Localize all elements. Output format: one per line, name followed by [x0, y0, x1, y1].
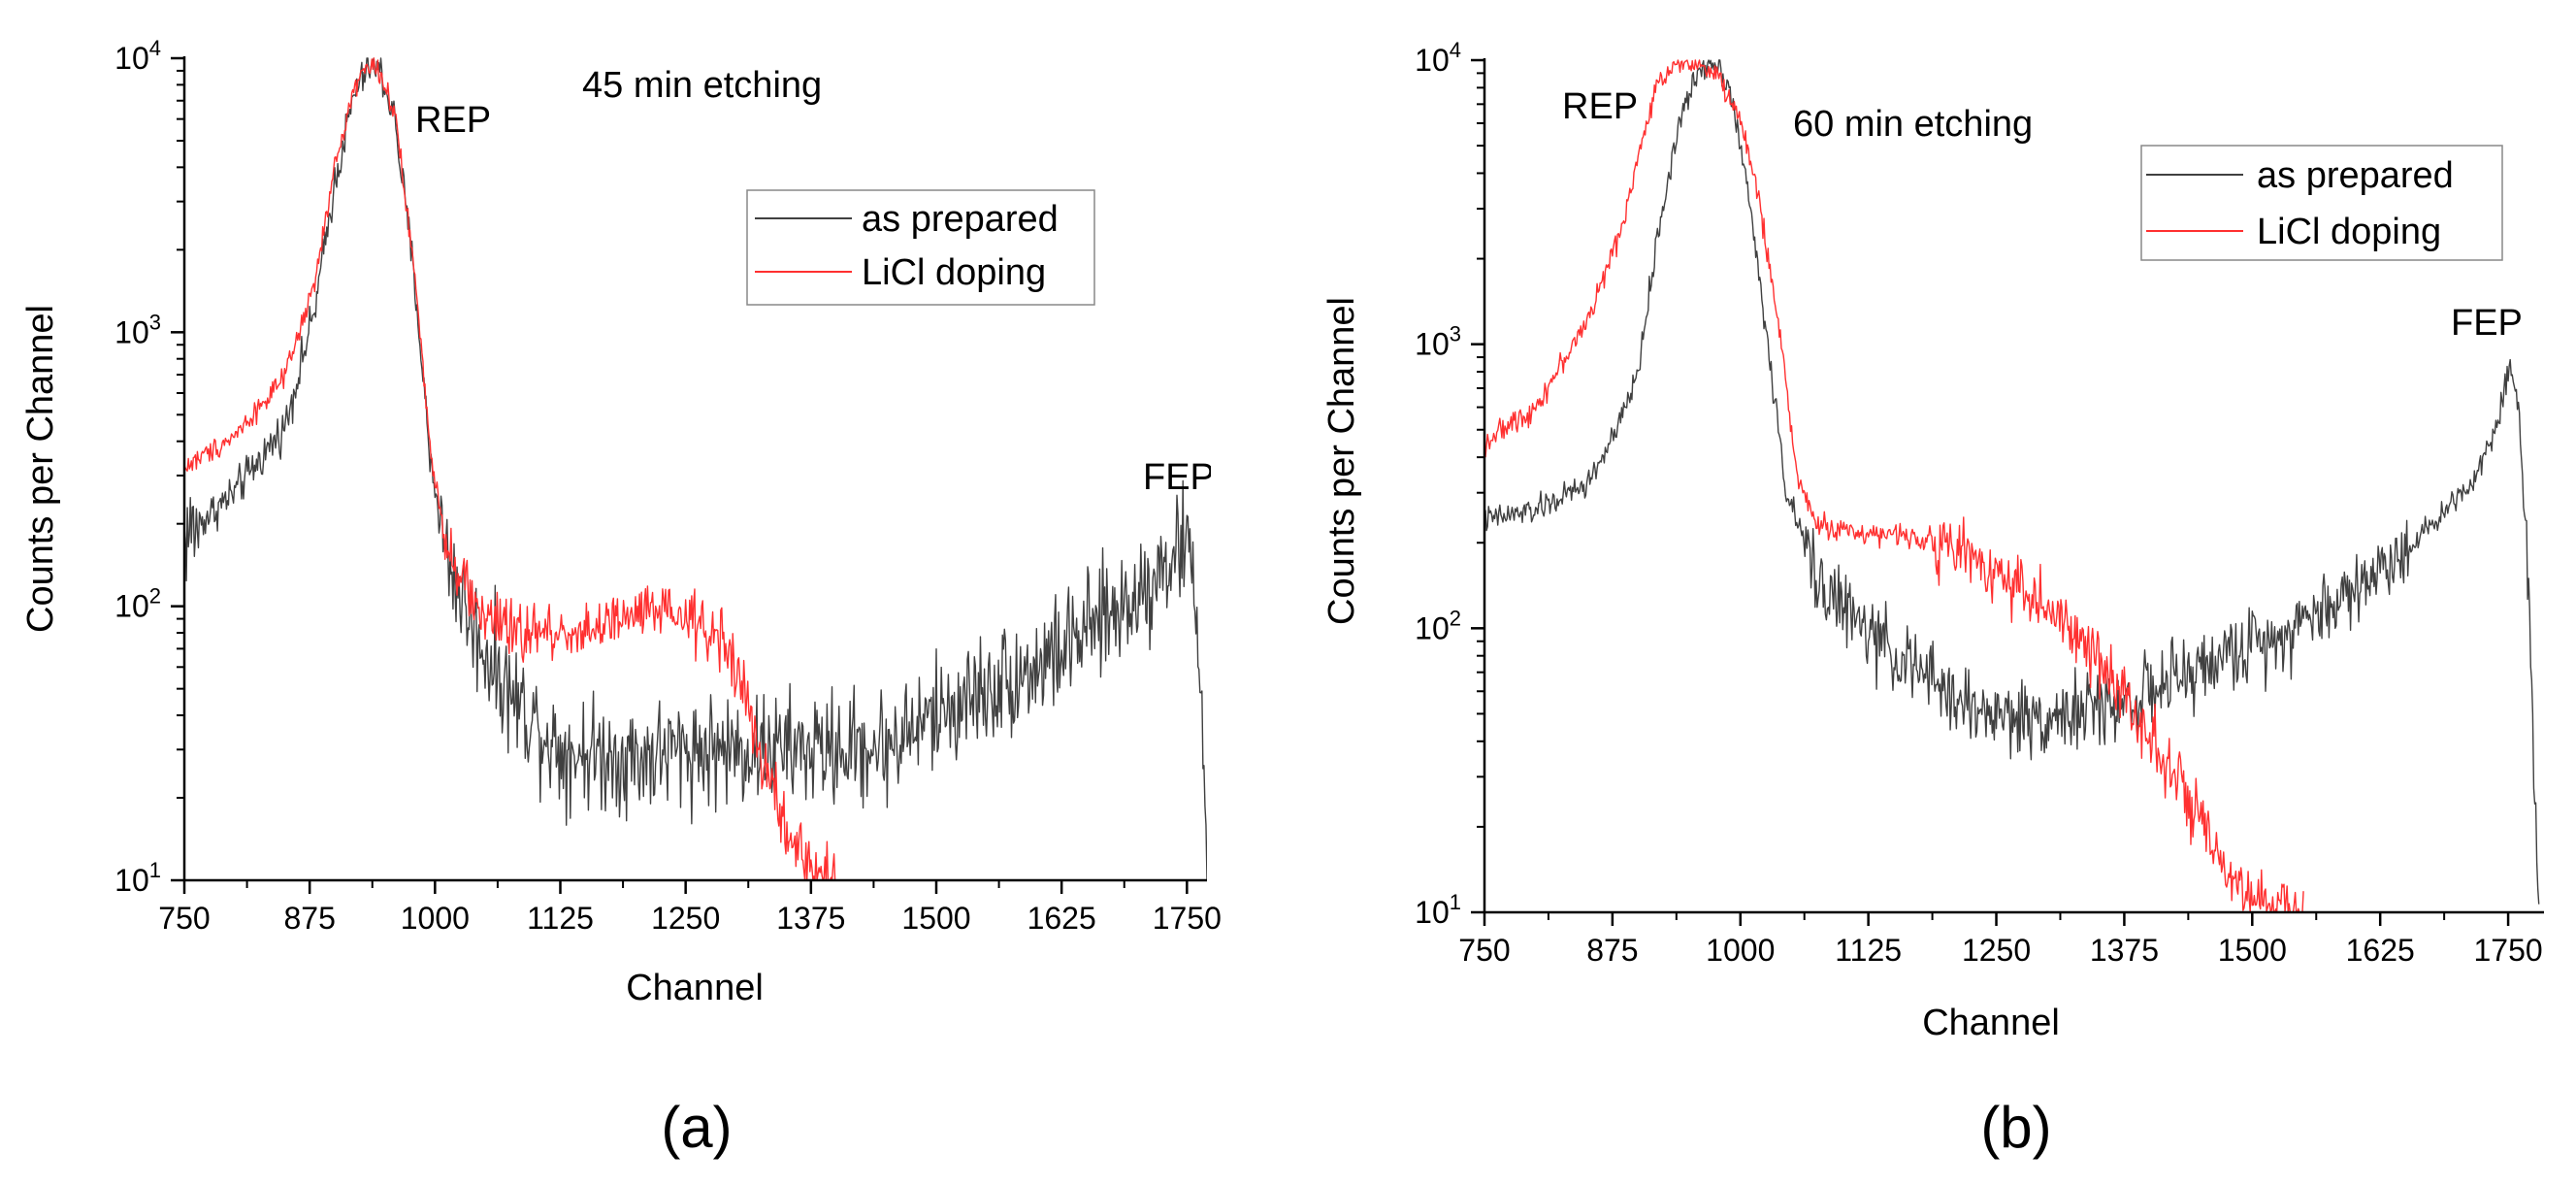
plot-area-a	[184, 57, 1207, 880]
peak-label-rep-a: REP	[415, 100, 491, 141]
x-tick-label-750-a: 750	[158, 901, 210, 936]
legend-box-a	[746, 189, 1095, 306]
legend-a: as prepared LiCl doping	[746, 189, 1095, 306]
axes-b: 750 875 1000 1125 1250 1375 1500 1625 1750 101 102…	[1415, 38, 2544, 968]
y-tick-label-1e4-b: 104	[1415, 38, 1461, 78]
x-axis-title-b: Channel	[1922, 1003, 2060, 1043]
legend-label-licl-doping-a: LiCl doping	[862, 252, 1046, 293]
y-tick-label-1e1-a: 101	[114, 858, 161, 898]
y-tick-label-1e2-a: 102	[114, 584, 161, 624]
x-tick-label-875-b: 875	[1586, 933, 1638, 968]
x-tick-label-750-b: 750	[1458, 933, 1510, 968]
x-tick-label-875-a: 875	[283, 901, 335, 936]
peak-label-rep-b: REP	[1562, 86, 1638, 127]
panel-caption-b: (b)	[1980, 1095, 2051, 1160]
x-tick-label-1250-b: 1250	[1962, 933, 2031, 968]
series-line-licl-doping-b	[1484, 59, 2304, 912]
legend-b: as prepared LiCl doping	[2140, 145, 2503, 261]
x-tick-label-1625-a: 1625	[1027, 901, 1096, 936]
peak-label-fep-a: FEP	[1143, 457, 1215, 498]
x-tick-label-1750-b: 1750	[2473, 933, 2542, 968]
annotation-etching-b: 60 min etching	[1793, 104, 2033, 145]
peak-label-fep-a-clip: FEP	[1143, 457, 1215, 498]
y-tick-label-1e1-b: 101	[1415, 890, 1461, 930]
x-tick-label-1625-b: 1625	[2346, 933, 2415, 968]
x-tick-label-1500-b: 1500	[2218, 933, 2287, 968]
x-tick-label-1375-a: 1375	[776, 901, 845, 936]
chart-panel-b: 750 875 1000 1125 1250 1375 1500 1625 1750 101 102…	[1321, 38, 2544, 1160]
peak-label-fep-b: FEP	[2451, 303, 2523, 344]
x-tick-label-1500-a: 1500	[901, 901, 970, 936]
x-tick-label-1125-a: 1125	[527, 901, 594, 936]
y-tick-label-1e4-a: 104	[114, 36, 161, 76]
x-tick-label-1125-b: 1125	[1835, 933, 1902, 968]
y-tick-label-1e3-b: 103	[1415, 322, 1461, 362]
plot-area-b	[1484, 59, 2540, 912]
x-tick-label-1750-a: 1750	[1153, 901, 1222, 936]
y-tick-label-1e3-a: 103	[114, 310, 161, 349]
series-line-licl-doping-a	[184, 57, 836, 880]
y-axis-title-b: Counts per Channel	[1321, 297, 1362, 625]
series-line-as-prepared-b	[1484, 59, 2540, 905]
panel-caption-a: (a)	[661, 1095, 732, 1160]
annotation-etching-a: 45 min etching	[582, 65, 822, 106]
x-tick-label-1375-b: 1375	[2090, 933, 2159, 968]
legend-label-as-prepared-a: as prepared	[862, 199, 1059, 240]
x-tick-label-1250-a: 1250	[651, 901, 720, 936]
legend-label-as-prepared-b: as prepared	[2257, 155, 2454, 196]
chart-panel-a: 750 875 1000 1125 1250 1375 1500 1625 1750 101 102…	[20, 36, 1222, 1160]
series-line-as-prepared-a	[184, 57, 1207, 880]
axes-a: 750 875 1000 1125 1250 1375 1500 1625 1750 101 102…	[114, 36, 1222, 936]
legend-box-b	[2140, 145, 2503, 261]
x-axis-title-a: Channel	[626, 968, 764, 1008]
x-tick-label-1000-b: 1000	[1706, 933, 1775, 968]
x-tick-label-1000-a: 1000	[401, 901, 470, 936]
legend-label-licl-doping-b: LiCl doping	[2257, 212, 2441, 252]
y-tick-label-1e2-b: 102	[1415, 606, 1461, 645]
y-axis-title-a: Counts per Channel	[20, 305, 61, 633]
